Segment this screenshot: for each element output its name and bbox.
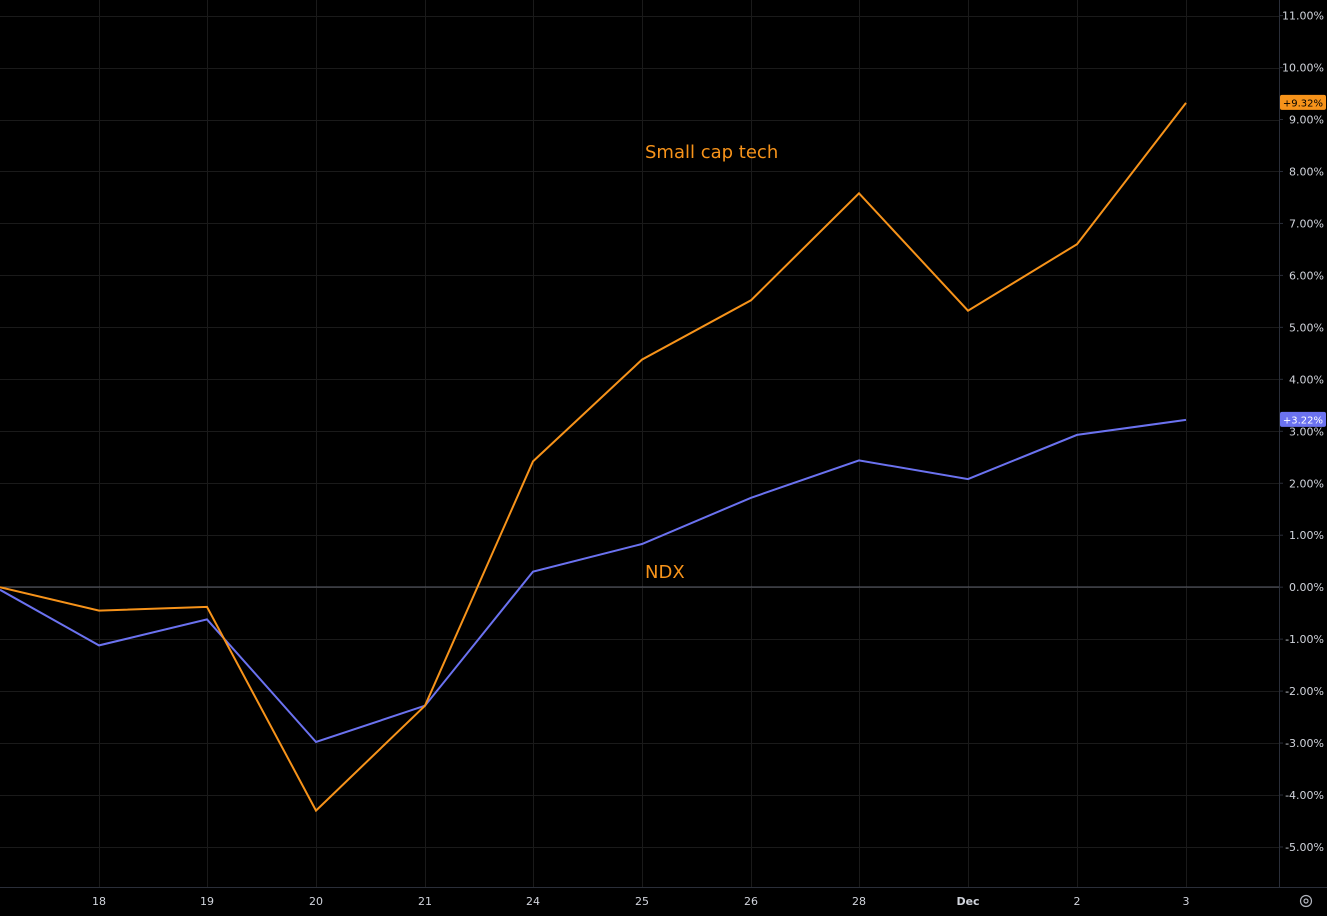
y-tick-label: 5.00%: [1289, 321, 1324, 334]
badge-label: +9.32%: [1283, 98, 1323, 109]
x-tick-label: 3: [1183, 895, 1190, 908]
y-tick-label: 8.00%: [1289, 165, 1324, 178]
settings-gear-icon: [1299, 894, 1313, 908]
x-tick-label: 28: [852, 895, 866, 908]
x-tick-label: 20: [309, 895, 323, 908]
price-axis[interactable]: 11.00% 10.00% 9.00% 8.00% 7.00% 6.00% 5.00% 4.0…: [1279, 10, 1324, 854]
x-tick-label: 2: [1074, 895, 1081, 908]
y-tick-label: 11.00%: [1282, 10, 1324, 23]
series-layer: [0, 102, 1187, 813]
last-value-badges: +9.32% +3.22%: [1280, 94, 1326, 427]
settings-button[interactable]: [1291, 887, 1321, 915]
y-tick-label: 10.00%: [1282, 62, 1324, 75]
series-line-ndx[interactable]: [0, 418, 1187, 744]
time-axis[interactable]: 18 19 20 21 24 25 26 28 Dec 2 3: [92, 895, 1190, 908]
x-tick-label: 21: [418, 895, 432, 908]
y-tick-label: -4.00%: [1285, 789, 1324, 802]
x-tick-label: 18: [92, 895, 106, 908]
badge-bg: [1280, 94, 1326, 110]
x-tick-label: 19: [200, 895, 214, 908]
x-tick-label: Dec: [956, 895, 979, 908]
y-tick-label: -1.00%: [1285, 633, 1324, 646]
y-tick-label: -3.00%: [1285, 737, 1324, 750]
x-tick-label: 26: [744, 895, 758, 908]
y-tick-label: 9.00%: [1289, 114, 1324, 127]
last-value-badge: +3.22%: [1280, 411, 1326, 427]
badge-bg: [1280, 411, 1326, 427]
y-tick-label: 0.00%: [1289, 581, 1324, 594]
y-tick-label: 4.00%: [1289, 373, 1324, 386]
series-line-small-cap-tech[interactable]: [0, 102, 1187, 813]
annotation-small-cap-tech: Small cap tech: [645, 142, 778, 163]
x-tick-label: 25: [635, 895, 649, 908]
y-tick-label: 3.00%: [1289, 425, 1324, 438]
y-tick-label: -2.00%: [1285, 685, 1324, 698]
y-tick-label: -5.00%: [1285, 841, 1324, 854]
x-tick-label: 24: [526, 895, 540, 908]
annotation-ndx: NDX: [645, 562, 685, 583]
y-tick-label: 2.00%: [1289, 477, 1324, 490]
y-tick-label: 1.00%: [1289, 529, 1324, 542]
badge-label: +3.22%: [1283, 415, 1323, 426]
y-tick-label: 6.00%: [1289, 269, 1324, 282]
last-value-badge: +9.32%: [1280, 94, 1326, 110]
y-tick-label: 7.00%: [1289, 217, 1324, 230]
